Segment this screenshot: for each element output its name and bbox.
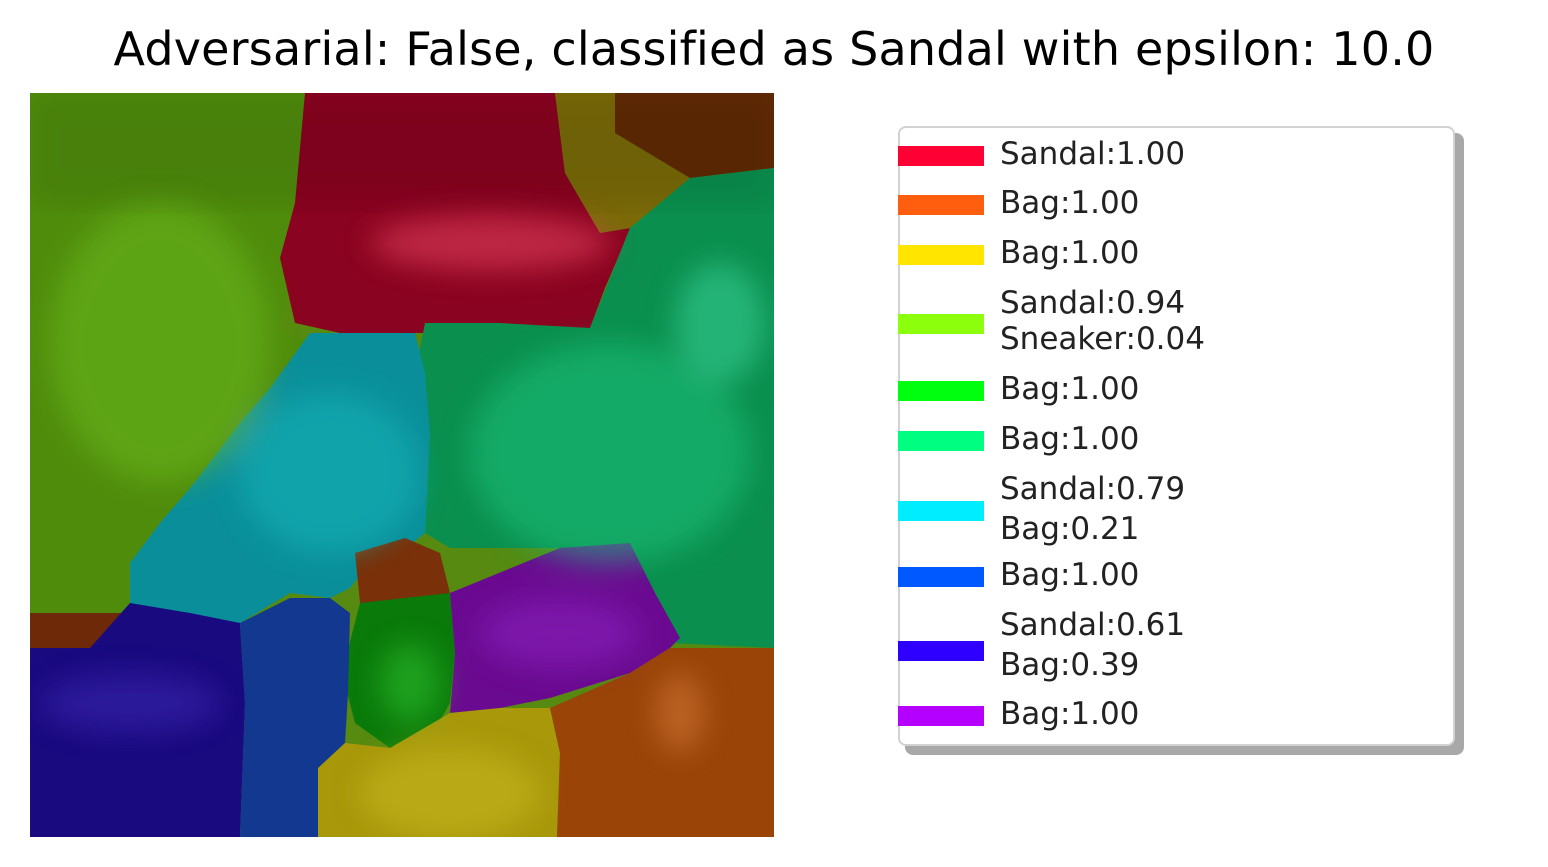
region-brown-small bbox=[355, 538, 450, 603]
legend-label: Sandal:0.61 bbox=[1000, 607, 1186, 643]
legend-label: Bag:0.39 bbox=[1000, 647, 1140, 683]
legend-label: Bag:1.00 bbox=[1000, 185, 1140, 221]
legend-label: Bag:0.21 bbox=[1000, 511, 1140, 547]
region-brown-bottom-left bbox=[30, 613, 130, 648]
legend-swatch bbox=[898, 314, 984, 334]
legend-label: Sandal:0.79 bbox=[1000, 471, 1186, 507]
legend-swatch bbox=[898, 195, 984, 215]
legend-swatch bbox=[898, 245, 984, 265]
legend-label: Sneaker:0.04 bbox=[1000, 321, 1205, 357]
legend-box bbox=[898, 126, 1455, 746]
legend-swatch bbox=[898, 567, 984, 587]
legend-label: Sandal:0.94 bbox=[1000, 285, 1186, 321]
legend-swatch bbox=[898, 641, 984, 661]
legend-label: Bag:1.00 bbox=[1000, 235, 1140, 271]
legend-swatch bbox=[898, 706, 984, 726]
legend-label: Bag:1.00 bbox=[1000, 696, 1140, 732]
legend-swatch bbox=[898, 381, 984, 401]
legend-label: Bag:1.00 bbox=[1000, 371, 1140, 407]
legend-swatch bbox=[898, 501, 984, 521]
legend-label: Sandal:1.00 bbox=[1000, 136, 1186, 172]
region-orange bbox=[550, 648, 774, 837]
legend-swatch bbox=[898, 146, 984, 166]
region-blue bbox=[240, 598, 350, 837]
legend-label: Bag:1.00 bbox=[1000, 421, 1140, 457]
legend-label: Bag:1.00 bbox=[1000, 557, 1140, 593]
segmentation-image bbox=[30, 93, 774, 837]
figure-title: Adversarial: False, classified as Sandal… bbox=[113, 22, 1435, 76]
legend-swatch bbox=[898, 431, 984, 451]
